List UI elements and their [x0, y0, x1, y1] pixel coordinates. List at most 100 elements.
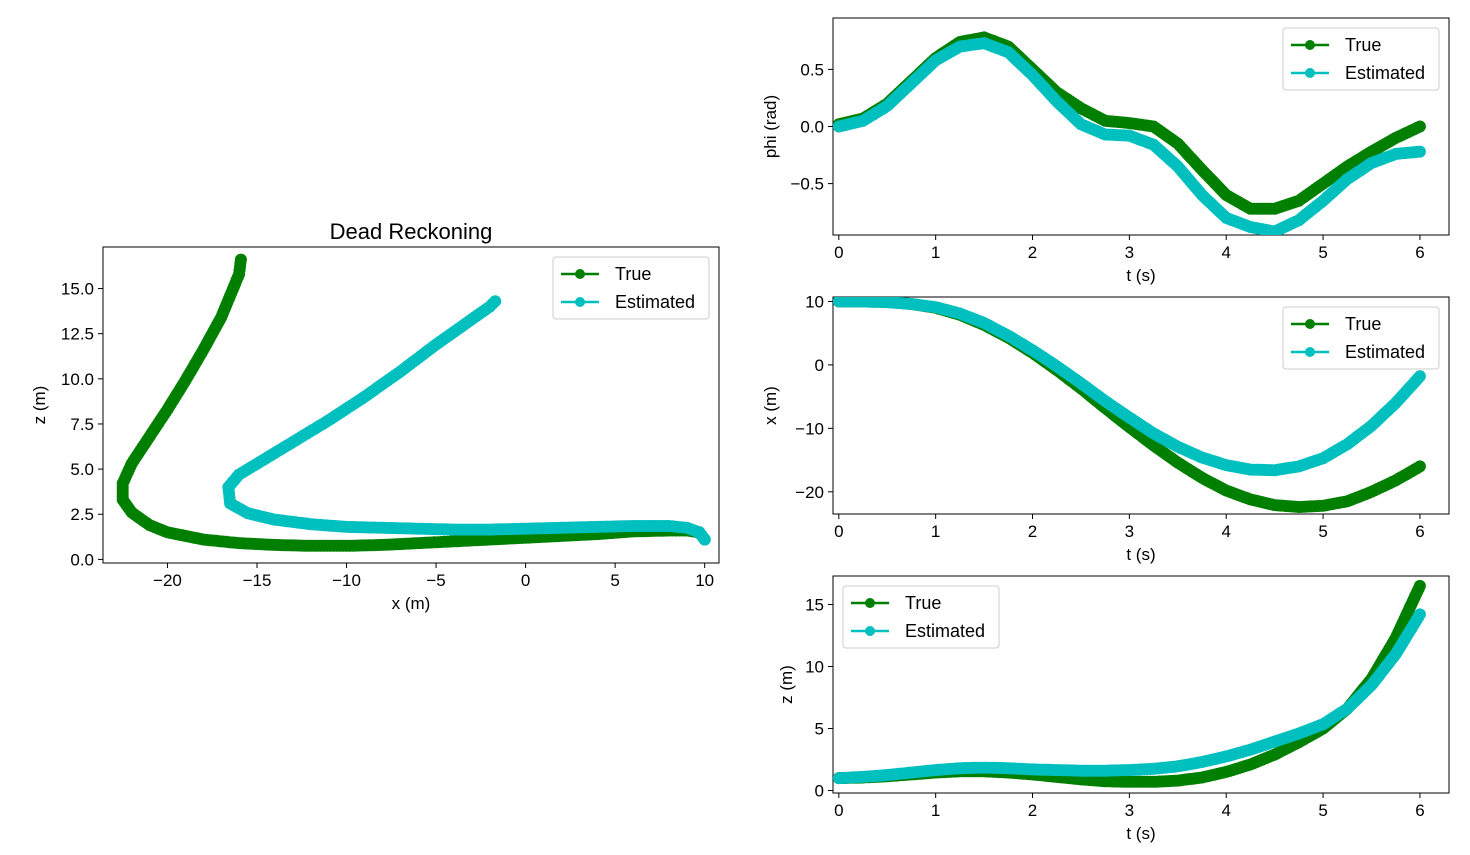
x-tick-label: −15: [243, 571, 272, 590]
legend-label: True: [1345, 35, 1381, 55]
plot-frame: [832, 575, 1450, 794]
x-tick-label: −20: [153, 571, 182, 590]
legend: True Estimated: [552, 256, 710, 320]
legend-swatch-marker: [865, 598, 875, 608]
y-tick-label: −10: [795, 419, 824, 438]
y-tick-label: 0.0: [70, 550, 94, 569]
legend-label: Estimated: [1345, 63, 1425, 83]
x-tick-label: 2: [1028, 801, 1037, 820]
y-axis-label: x (m): [761, 386, 780, 425]
legend-swatch-marker: [865, 626, 875, 636]
legend-swatch-marker: [1305, 40, 1315, 50]
x-axis-label: t (s): [1126, 266, 1155, 285]
legend-label: True: [615, 264, 651, 284]
y-tick-label: 0.0: [800, 118, 824, 137]
y-tick-label: 5: [815, 720, 824, 739]
y-tick-label: 10.0: [61, 370, 94, 389]
data-marks: [833, 579, 1426, 788]
x-tick-label: 2: [1028, 243, 1037, 262]
data-point: [1413, 460, 1426, 473]
y-tick-label: −20: [795, 483, 824, 502]
x-tick-label: 4: [1221, 522, 1230, 541]
legend-box: [842, 585, 1000, 649]
legend-swatch-marker: [1305, 319, 1315, 329]
x-tick-label: 3: [1125, 243, 1134, 262]
data-marks: [833, 31, 1426, 235]
x-tick-label: 0: [834, 243, 843, 262]
data-point: [1413, 370, 1426, 383]
x-tick-label: 4: [1221, 243, 1230, 262]
x-axis-label: t (s): [1126, 824, 1155, 843]
x-tick-label: 10: [695, 571, 714, 590]
legend-label: True: [905, 593, 941, 613]
y-tick-label: 12.5: [61, 325, 94, 344]
x-tick-label: 6: [1415, 243, 1424, 262]
series-estimated: [833, 608, 1426, 785]
phi-vs-time-chart: 0 1 2 3 4 5 6 −0.5 0.0 0.5 t (s) phi (rad) True Estim…: [761, 17, 1450, 285]
y-tick-label: 0.5: [800, 60, 824, 79]
x-tick-label: 5: [1318, 801, 1327, 820]
y-tick-label: 0: [815, 356, 824, 375]
plot-frame: [832, 296, 1450, 515]
chart-title: Dead Reckoning: [330, 219, 493, 244]
legend-swatch-marker: [1305, 347, 1315, 357]
y-tick-label: 5.0: [70, 460, 94, 479]
x-tick-label: 3: [1125, 522, 1134, 541]
legend-label: Estimated: [615, 292, 695, 312]
legend: True Estimated: [1282, 306, 1440, 370]
x-tick-label: 0: [521, 571, 530, 590]
data-point: [1413, 579, 1426, 592]
x-tick-label: 2: [1028, 522, 1037, 541]
series-line-estimated: [227, 300, 706, 541]
data-point: [489, 295, 502, 308]
y-axis-label: z (m): [777, 665, 796, 704]
y-tick-label: 15.0: [61, 280, 94, 299]
data-marks: [833, 297, 1426, 513]
x-tick-label: 1: [931, 243, 940, 262]
legend-swatch-marker: [575, 297, 585, 307]
x-tick-label: 4: [1221, 801, 1230, 820]
y-tick-label: 2.5: [70, 505, 94, 524]
x-vs-time-chart: 0 1 2 3 4 5 6 −20 −10 0 10 t (s) x (m) True Estimated: [761, 292, 1450, 564]
legend-label: Estimated: [1345, 342, 1425, 362]
legend-box: [552, 256, 710, 320]
x-tick-label: 6: [1415, 522, 1424, 541]
legend-box: [1282, 27, 1440, 91]
legend: True Estimated: [1282, 27, 1440, 91]
series-true: [833, 31, 1426, 215]
legend-swatch-marker: [575, 269, 585, 279]
x-tick-label: −10: [332, 571, 361, 590]
legend-label: Estimated: [905, 621, 985, 641]
y-tick-label: 10: [805, 292, 824, 311]
x-axis-label: t (s): [1126, 545, 1155, 564]
dead-reckoning-chart: −20 −15 −10 −5 0 5 10 0.0 2.5 5.0 7.5 10.0 12.5 15.0 x…: [30, 219, 720, 613]
legend: True Estimated: [842, 585, 1000, 649]
x-tick-label: 0: [834, 801, 843, 820]
y-axis-label: z (m): [30, 386, 49, 425]
y-tick-label: 10: [805, 658, 824, 677]
series-estimated: [833, 37, 1426, 235]
y-tick-label: 15: [805, 596, 824, 615]
legend-swatch-marker: [1305, 68, 1315, 78]
x-tick-label: 0: [834, 522, 843, 541]
data-point: [234, 253, 247, 266]
x-tick-label: 5: [1318, 522, 1327, 541]
y-tick-label: 0: [815, 782, 824, 801]
x-tick-label: −5: [426, 571, 445, 590]
y-axis-label: phi (rad): [761, 95, 780, 158]
x-tick-label: 5: [610, 571, 619, 590]
data-point: [1413, 145, 1426, 158]
x-tick-label: 6: [1415, 801, 1424, 820]
data-marks: [116, 253, 711, 552]
x-tick-label: 3: [1125, 801, 1134, 820]
z-vs-time-chart: 0 1 2 3 4 5 6 0 5 10 15 t (s) z (m) True Estimated: [777, 575, 1450, 843]
x-tick-label: 1: [931, 801, 940, 820]
data-point: [1413, 120, 1426, 133]
data-point: [1413, 608, 1426, 621]
legend-label: True: [1345, 314, 1381, 334]
y-tick-label: 7.5: [70, 415, 94, 434]
x-tick-label: 5: [1318, 243, 1327, 262]
x-tick-label: 1: [931, 522, 940, 541]
x-axis-label: x (m): [392, 594, 431, 613]
